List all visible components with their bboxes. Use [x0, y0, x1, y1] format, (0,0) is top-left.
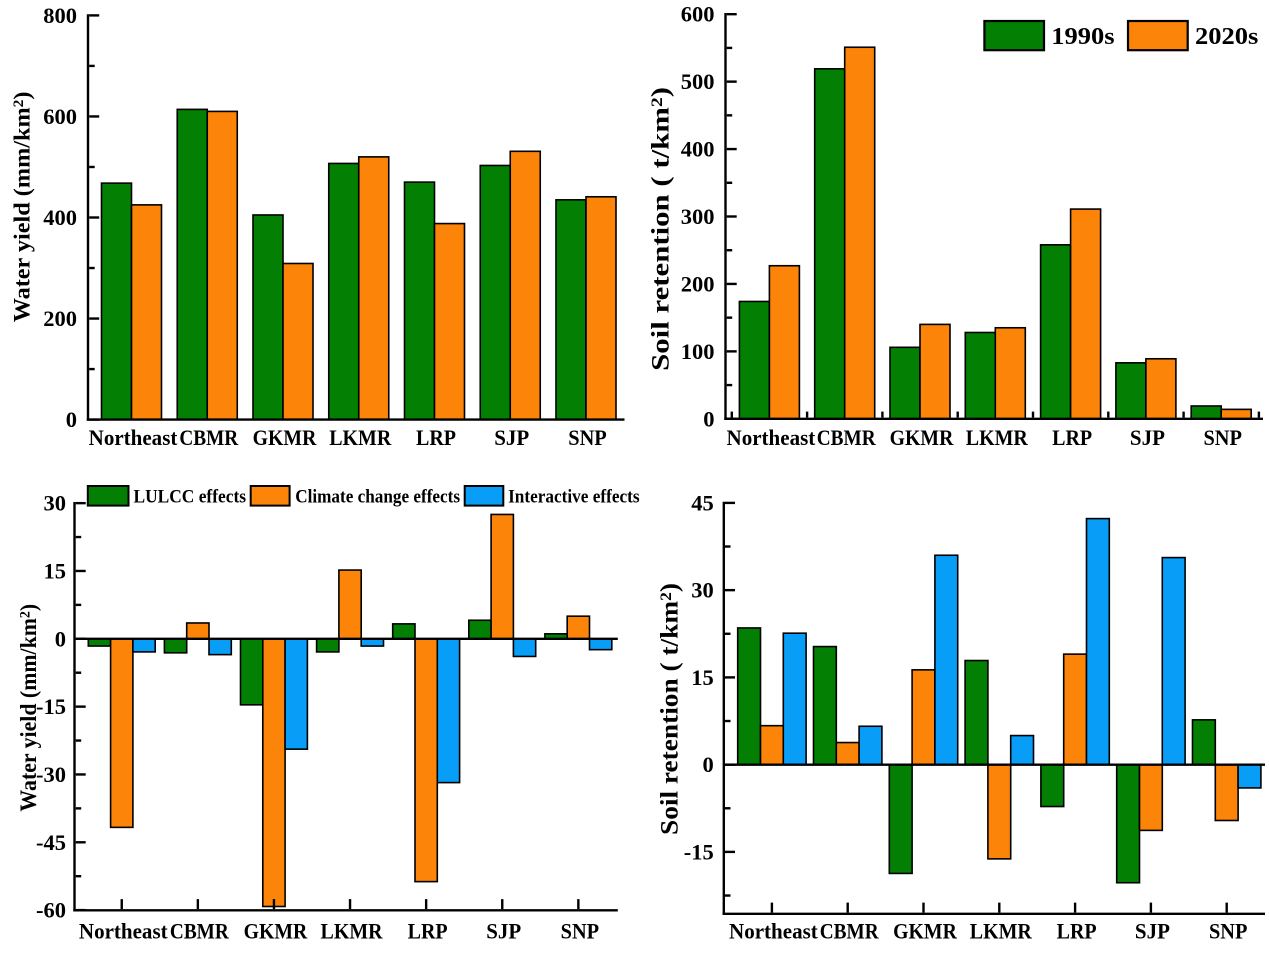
svg-text:SNP: SNP: [1203, 425, 1242, 450]
svg-text:GKMR: GKMR: [244, 918, 309, 943]
svg-text:CBMR: CBMR: [170, 920, 230, 943]
svg-text:400: 400: [681, 137, 715, 162]
svg-text:CBMR: CBMR: [179, 427, 239, 450]
svg-text:Interactive effects: Interactive effects: [508, 486, 639, 507]
svg-text:SJP: SJP: [494, 426, 529, 451]
svg-text:30: 30: [44, 491, 67, 516]
svg-text:Northeast: Northeast: [729, 919, 819, 944]
svg-text:-15: -15: [36, 694, 66, 719]
svg-text:45: 45: [691, 490, 714, 515]
svg-text:-15: -15: [684, 839, 714, 864]
svg-text:-45: -45: [36, 830, 66, 855]
svg-text:500: 500: [681, 69, 715, 94]
svg-text:SJP: SJP: [1130, 426, 1165, 451]
svg-text:30: 30: [691, 578, 714, 603]
svg-text:LKMR: LKMR: [966, 425, 1029, 450]
svg-text:SJP: SJP: [486, 919, 521, 944]
svg-text:LKMR: LKMR: [970, 918, 1033, 943]
svg-text:300: 300: [681, 204, 715, 229]
svg-text:200: 200: [681, 271, 715, 296]
svg-text:200: 200: [43, 306, 77, 331]
svg-text:0: 0: [66, 407, 77, 432]
svg-text:SNP: SNP: [561, 919, 600, 944]
svg-text:400: 400: [43, 205, 77, 230]
svg-text:CBMR: CBMR: [817, 427, 877, 450]
svg-text:Water yield (mm/km2): Water yield (mm/km2): [16, 604, 42, 812]
svg-text:-60: -60: [36, 898, 66, 923]
svg-text:600: 600: [681, 2, 715, 27]
svg-text:SNP: SNP: [568, 425, 607, 450]
svg-text:Soil retention ( t/km2): Soil retention ( t/km2): [647, 87, 675, 371]
svg-text:LKMR: LKMR: [329, 425, 392, 450]
svg-text:-30: -30: [36, 762, 66, 787]
svg-text:0: 0: [703, 406, 714, 431]
svg-text:Northeast: Northeast: [79, 919, 169, 944]
svg-text:CBMR: CBMR: [820, 920, 880, 943]
svg-text:LULCC effects: LULCC effects: [134, 486, 247, 507]
svg-text:LRP: LRP: [1057, 918, 1097, 943]
svg-text:15: 15: [44, 558, 67, 583]
svg-text:LRP: LRP: [408, 918, 448, 943]
svg-text:GKMR: GKMR: [890, 425, 955, 450]
svg-text:Climate change effects: Climate change effects: [295, 486, 460, 507]
svg-text:GKMR: GKMR: [253, 425, 318, 450]
svg-text:15: 15: [691, 665, 714, 690]
svg-text:Soil retention ( t/km2): Soil retention ( t/km2): [655, 583, 683, 835]
svg-text:Northeast: Northeast: [89, 426, 179, 451]
svg-text:800: 800: [43, 3, 77, 28]
svg-text:Water yield (mm/km2): Water yield (mm/km2): [10, 91, 35, 322]
svg-text:LKMR: LKMR: [321, 918, 384, 943]
svg-text:GKMR: GKMR: [893, 918, 958, 943]
svg-text:LRP: LRP: [416, 425, 456, 450]
svg-text:1990s: 1990s: [1051, 23, 1114, 50]
svg-text:0: 0: [703, 752, 714, 777]
svg-text:SJP: SJP: [1135, 919, 1170, 944]
svg-text:600: 600: [43, 104, 77, 129]
svg-text:2020s: 2020s: [1195, 23, 1258, 50]
svg-text:100: 100: [681, 339, 715, 364]
svg-text:SNP: SNP: [1209, 919, 1248, 944]
svg-text:Northeast: Northeast: [727, 426, 817, 451]
svg-text:0: 0: [55, 626, 66, 651]
svg-text:LRP: LRP: [1052, 425, 1092, 450]
